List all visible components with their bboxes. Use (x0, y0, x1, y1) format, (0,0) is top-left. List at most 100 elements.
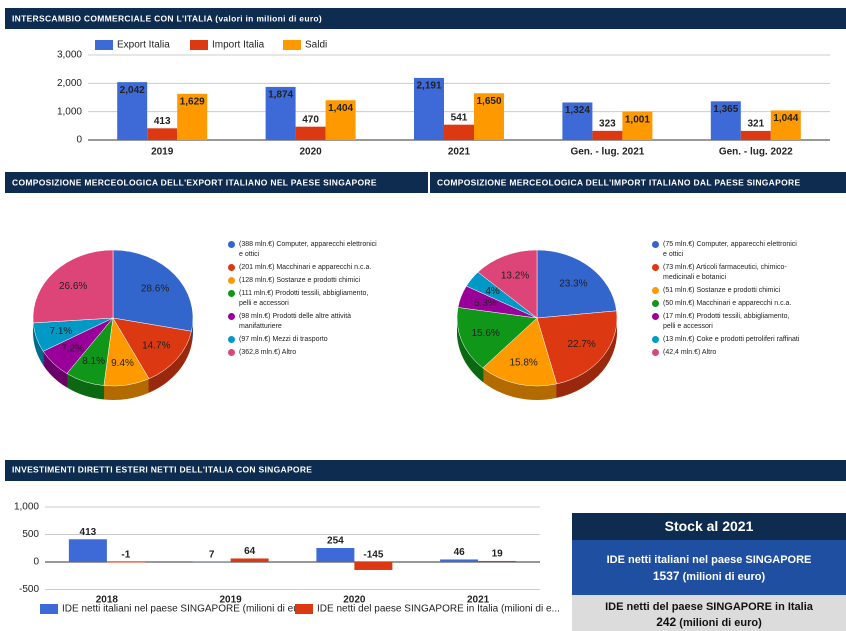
pie-slice (112, 317, 192, 380)
x-tick-label: 2019 (151, 147, 174, 158)
legend-swatch (228, 290, 235, 297)
data-label: 1,001 (625, 114, 650, 125)
legend-label: (362,8 mln.€) Altro (239, 349, 297, 356)
legend-label: (51 mln.€) Sostanze e prodotti chimici (663, 287, 781, 294)
legend-item: (362,8 mln.€) Altro (228, 348, 378, 358)
slice-label: 23.3% (559, 278, 587, 289)
legend-item: (128 mln.€) Sostanze e prodotti chimici (228, 276, 378, 286)
bar (562, 102, 593, 140)
legend-swatch (652, 349, 659, 356)
legend-swatch (95, 40, 113, 50)
legend-label: Export Italia (117, 40, 170, 51)
pie-slice (32, 249, 114, 324)
slice-label: 5.3% (474, 298, 497, 309)
stock-label: IDE netti del paese SINGAPORE in Italia (605, 601, 813, 613)
slice-label: 4% (485, 286, 500, 297)
bar (117, 82, 148, 140)
data-label: 470 (302, 114, 319, 125)
slice-label: 7.2% (61, 344, 84, 355)
bar (68, 539, 107, 562)
data-label: 2,191 (416, 81, 441, 92)
legend-label: Saldi (305, 40, 327, 51)
bar (622, 111, 653, 140)
data-label: 541 (451, 112, 468, 123)
stock-unit: (milioni di euro) (679, 617, 762, 629)
header-bar (5, 172, 428, 193)
legend-item: (201 mln.€) Macchinari e apparecchi n.c.… (228, 263, 378, 273)
bar (354, 562, 393, 570)
legend-swatch (228, 264, 235, 271)
x-tick-label: 2018 (96, 595, 119, 606)
data-label: 1,044 (773, 113, 798, 124)
legend: (75 mln.€) Computer, apparecchi elettron… (652, 240, 802, 361)
legend-item: (50 mln.€) Macchinari e apparecchi n.c.a… (652, 299, 802, 309)
stock-italian: IDE netti italiani nel paese SINGAPORE 1… (572, 540, 846, 595)
y-tick-label: -500 (19, 584, 39, 595)
stock-unit: (milioni di euro) (682, 571, 766, 583)
bar (316, 548, 355, 562)
bar (106, 562, 145, 563)
stock-value: 242 (656, 615, 677, 629)
legend-label: (13 mln.€) Coke e prodotti petroliferi r… (663, 336, 800, 343)
legend-swatch (652, 241, 659, 248)
legend-label: (42,4 mln.€) Altro (663, 349, 717, 356)
bar (265, 86, 296, 140)
data-label: -145 (363, 550, 383, 561)
bar (192, 561, 231, 563)
legend-swatch (228, 349, 235, 356)
legend-label: (73 mln.€) Articoli farmaceutici, chimic… (663, 264, 787, 281)
x-tick-label: 2020 (343, 595, 366, 606)
data-label: 1,629 (180, 96, 205, 107)
legend-label: (111 mln.€) Prodotti tessili, abbigliame… (239, 290, 369, 307)
x-tick-label: 2020 (299, 147, 322, 158)
y-tick-label: 0 (33, 557, 39, 568)
slice-label: 22.7% (567, 339, 595, 350)
x-tick-label: Gen. - lug. 2022 (719, 147, 793, 158)
legend-label: (201 mln.€) Macchinari e apparecchi n.c.… (239, 264, 372, 271)
data-label: 321 (747, 119, 764, 130)
pie-slice (482, 317, 557, 387)
bar (177, 93, 208, 140)
legend-label: (75 mln.€) Computer, apparecchi elettron… (663, 241, 797, 258)
bar (230, 558, 269, 562)
legend-swatch (652, 313, 659, 320)
stock-title: Stock al 2021 (572, 513, 846, 540)
bar (592, 130, 623, 140)
stock-foreign: IDE netti del paese SINGAPORE in Italia … (572, 595, 846, 631)
slice-label: 8.1% (82, 356, 105, 367)
header-bar (430, 172, 846, 193)
data-label: 2,042 (120, 85, 145, 96)
legend-item: (388 mln.€) Computer, apparecchi elettro… (228, 240, 378, 260)
data-label: 1,404 (328, 103, 353, 114)
header-bar (5, 8, 846, 29)
slice-label: 15.8% (509, 357, 537, 368)
slice-label: 9.4% (111, 358, 134, 369)
legend-label: IDE netti del paese SINGAPORE in Italia … (317, 604, 560, 615)
legend-item: (73 mln.€) Articoli farmaceutici, chimic… (652, 263, 802, 283)
x-tick-label: Gen. - lug. 2021 (570, 147, 644, 158)
legend-label: (97 mln.€) Mezzi di trasporto (239, 336, 328, 343)
y-tick-label: 3,000 (57, 50, 82, 61)
chart-title: COMPOSIZIONE MERCEOLOGICA DELL'IMPORT IT… (437, 177, 800, 187)
x-tick-label: 2019 (220, 595, 243, 606)
legend-swatch (228, 313, 235, 320)
data-label: 1,365 (713, 104, 738, 115)
legend-item: (17 mln.€) Prodotti tessili, abbigliamen… (652, 312, 802, 332)
slice-label: 15.6% (471, 328, 499, 339)
pie-slice (112, 249, 194, 332)
y-tick-label: 500 (22, 529, 39, 540)
legend-swatch (295, 604, 313, 614)
data-label: 1,324 (565, 105, 590, 116)
legend-item: (97 mln.€) Mezzi di trasporto (228, 335, 378, 345)
legend-swatch (190, 40, 208, 50)
legend-label: (388 mln.€) Computer, apparecchi elettro… (239, 241, 377, 258)
chart-title: COMPOSIZIONE MERCEOLOGICA DELL'EXPORT IT… (12, 177, 377, 187)
data-label: 1,650 (476, 96, 501, 107)
data-label: 19 (492, 549, 504, 560)
data-label: 1,874 (268, 90, 293, 101)
bar (770, 110, 801, 140)
bar (474, 93, 504, 140)
legend-label: (98 mln.€) Prodotti delle altre attività… (239, 313, 352, 330)
data-label: 413 (80, 527, 97, 538)
